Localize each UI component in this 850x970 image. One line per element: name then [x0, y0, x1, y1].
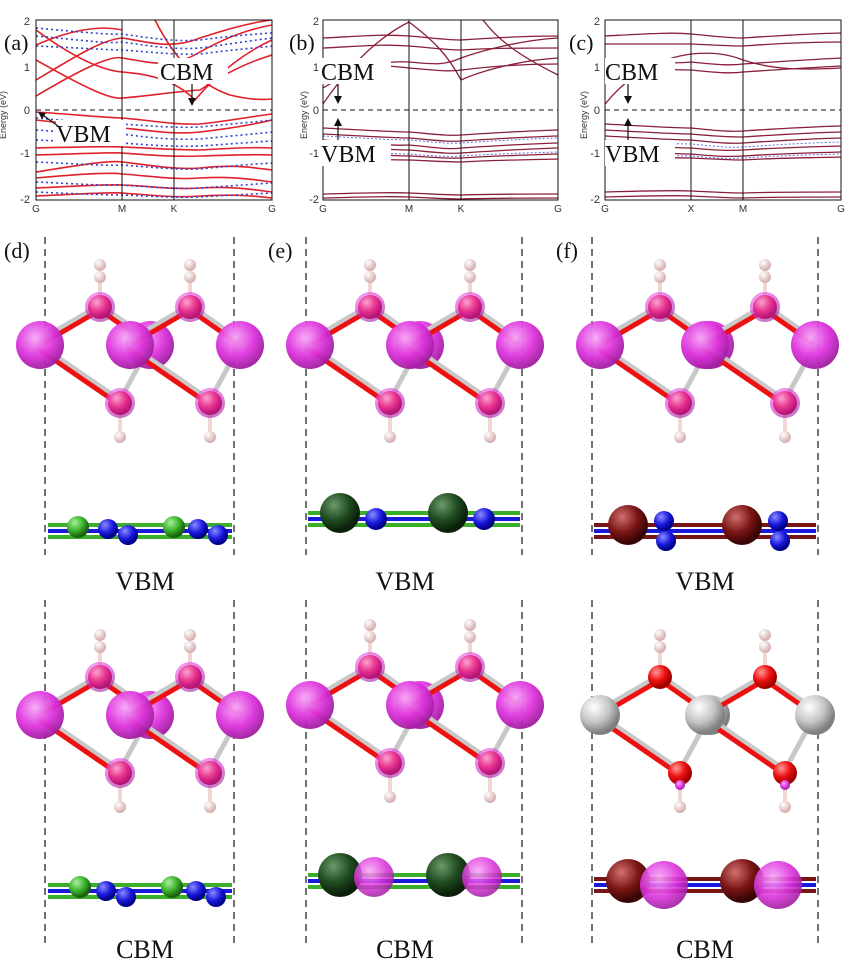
kpoint-a-2: K	[171, 204, 178, 215]
kpoint-b-2: K	[458, 204, 465, 215]
vbm-label-a: VBM	[56, 122, 111, 148]
ytick-c-0: 0	[594, 105, 600, 117]
band-panel-c: (c) Energy (eV) 2 1 0 -1 -2	[563, 0, 850, 220]
kpoint-b-0: G	[319, 204, 327, 215]
caption-d-cbm: CBM	[116, 935, 174, 964]
ytick-c-2: 2	[594, 16, 600, 28]
panel-letter-d: (d)	[4, 238, 30, 263]
panel-letter-b: (b)	[289, 30, 315, 55]
ytick-a-m2: -2	[20, 194, 30, 206]
caption-f-cbm: CBM	[676, 935, 734, 964]
kpoint-c-1: X	[688, 204, 695, 215]
ytick-c-m1: -1	[590, 148, 600, 160]
vbm-label-c: VBM	[605, 142, 660, 168]
structure-f-vbm	[576, 259, 839, 551]
ytick-b-1: 1	[313, 62, 319, 74]
panel-letter-c: (c)	[569, 30, 594, 55]
caption-d-vbm: VBM	[115, 567, 175, 596]
ylabel-b: Energy (eV)	[299, 91, 309, 139]
ylabel-c: Energy (eV)	[579, 91, 589, 139]
panel-letter-a: (a)	[4, 30, 29, 55]
panel-letter-f: (f)	[556, 238, 578, 263]
band-structure-c: Energy (eV) 2 1 0 -1 -2	[579, 16, 845, 215]
ytick-a-2: 2	[24, 16, 30, 28]
kpoint-b-1: M	[405, 204, 413, 215]
cell-boundaries	[44, 237, 819, 943]
cbm-label-c: CBM	[605, 60, 658, 86]
structure-d-vbm	[16, 259, 264, 545]
band-structure-a: Energy (eV) 2 1 0 -1 -2	[0, 16, 276, 215]
ytick-a-1: 1	[24, 62, 30, 74]
kpoint-a-1: M	[118, 204, 126, 215]
kpoint-c-2: M	[739, 204, 747, 215]
ytick-a-0: 0	[24, 105, 30, 117]
bands-red-c	[605, 32, 841, 199]
kpoint-b-3: G	[554, 204, 562, 215]
cbm-label-b: CBM	[321, 60, 374, 86]
ytick-c-1: 1	[594, 62, 600, 74]
ytick-b-2: 2	[313, 16, 319, 28]
vbm-label-b: VBM	[321, 142, 376, 168]
cbm-label-a: CBM	[160, 60, 213, 86]
ytick-c-m2: -2	[590, 194, 600, 206]
caption-e-vbm: VBM	[375, 567, 435, 596]
ytick-b-m1: -1	[309, 148, 319, 160]
ytick-b-0: 0	[313, 105, 319, 117]
band-panel-b: (b) Energy (eV) 2 1 0 -1 -2	[283, 0, 568, 220]
caption-f-vbm: VBM	[675, 567, 735, 596]
panel-letter-e: (e)	[268, 238, 293, 263]
ytick-b-m2: -2	[309, 194, 319, 206]
ylabel-a: Energy (eV)	[0, 91, 8, 139]
kpoint-c-0: G	[601, 204, 609, 215]
kpoint-a-0: G	[32, 204, 40, 215]
bands-red-a	[36, 20, 272, 199]
kpoint-a-3: G	[268, 204, 276, 215]
structure-panels	[0, 237, 850, 943]
structure-f-cbm	[580, 629, 835, 909]
band-panel-a: (a) Energy (eV) 2 1 0 -1 -2	[0, 0, 290, 220]
caption-e-cbm: CBM	[376, 935, 434, 964]
kpoint-c-3: G	[837, 204, 845, 215]
ytick-a-m1: -1	[20, 148, 30, 160]
structure-e-vbm	[286, 259, 544, 533]
band-structure-b: Energy (eV) 2 1 0 -1 -2	[299, 16, 562, 215]
structure-e-cbm	[286, 619, 544, 897]
structure-d-cbm	[16, 629, 264, 907]
